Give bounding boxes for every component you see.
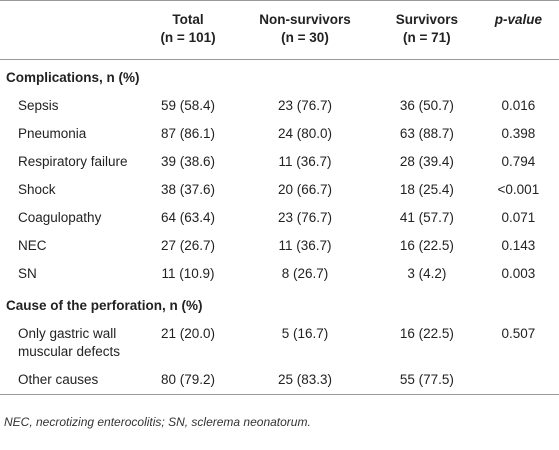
value-cell: 16 (22.5) bbox=[399, 326, 454, 341]
column-name: Non-survivors bbox=[259, 12, 351, 27]
section-row: Cause of the perforation, n (%) bbox=[0, 288, 559, 320]
column-n: (n = 30) bbox=[281, 30, 329, 45]
value-cell: 23 (76.7) bbox=[277, 210, 333, 225]
value-cell: 8 (26.7) bbox=[281, 266, 329, 281]
value-cell: 11 (10.9) bbox=[161, 266, 215, 281]
data-row: Sepsis 59 (58.4) 23 (76.7) 36 (50.7) 0.016 bbox=[0, 92, 559, 120]
data-row: Shock 38 (37.6) 20 (66.7) 18 (25.4) <0.001 bbox=[0, 176, 559, 204]
value-cell: 16 (22.5) bbox=[399, 238, 454, 253]
value-cell: 59 (58.4) bbox=[161, 98, 216, 113]
value-cell: 36 (50.7) bbox=[399, 98, 454, 113]
value-cell: 0.794 bbox=[501, 154, 536, 169]
data-row: Respiratory failure 39 (38.6) 11 (36.7) 28 … bbox=[0, 148, 559, 176]
column-n: (n = 101) bbox=[160, 30, 216, 45]
value-cell: 41 (57.7) bbox=[399, 210, 454, 225]
row-label: Respiratory failure bbox=[18, 154, 128, 169]
value-cell: 0.003 bbox=[501, 266, 536, 281]
value-cell: 39 (38.6) bbox=[161, 154, 216, 169]
value-cell: 27 (26.7) bbox=[161, 238, 216, 253]
row-label: SN bbox=[18, 266, 37, 281]
data-row: Other causes 80 (79.2) 25 (83.3) 55 (77.5) bbox=[0, 366, 559, 395]
value-cell: 87 (86.1) bbox=[161, 126, 216, 141]
row-label: Other causes bbox=[18, 372, 99, 387]
row-label: Coagulopathy bbox=[18, 210, 102, 225]
value-cell: 5 (16.7) bbox=[281, 326, 329, 341]
value-cell: 25 (83.3) bbox=[277, 372, 333, 387]
header-cell: Survivors (n = 71) bbox=[375, 0, 478, 60]
value-cell: 28 (39.4) bbox=[399, 154, 454, 169]
value-cell: 11 (36.7) bbox=[278, 154, 332, 169]
row-label: NEC bbox=[18, 238, 47, 253]
header-cell: p-value bbox=[477, 0, 559, 60]
column-name: Total bbox=[172, 12, 204, 27]
section-title: Cause of the perforation, n (%) bbox=[6, 298, 203, 313]
data-row: SN 11 (10.9) 8 (26.7) 3 (4.2) 0.003 bbox=[0, 260, 559, 288]
data-row: Pneumonia 87 (86.1) 24 (80.0) 63 (88.7) 0.39… bbox=[0, 120, 559, 148]
value-cell: 38 (37.6) bbox=[161, 182, 216, 197]
row-label: Shock bbox=[18, 182, 56, 197]
data-row: NEC 27 (26.7) 11 (36.7) 16 (22.5) 0.143 bbox=[0, 232, 559, 260]
data-table: Total (n = 101) Non-survivors (n = 30) Survi… bbox=[0, 0, 559, 395]
value-cell: 3 (4.2) bbox=[407, 266, 447, 281]
value-cell: 80 (79.2) bbox=[161, 372, 216, 387]
value-cell: <0.001 bbox=[497, 182, 540, 197]
section-title: Complications, n (%) bbox=[6, 70, 140, 85]
value-cell: 0.071 bbox=[501, 210, 536, 225]
footnote: NEC, necrotizing enterocolitis; SN, scle… bbox=[4, 415, 311, 429]
value-cell: 23 (76.7) bbox=[277, 98, 333, 113]
column-name: p-value bbox=[494, 12, 542, 27]
value-cell: 21 (20.0) bbox=[161, 326, 216, 341]
column-name: Survivors bbox=[395, 12, 458, 27]
data-row: Only gastric wall muscular defects 21 (20… bbox=[0, 320, 559, 366]
value-cell: 11 (36.7) bbox=[278, 238, 332, 253]
header-cell: Non-survivors (n = 30) bbox=[234, 0, 376, 60]
value-cell: 55 (77.5) bbox=[399, 372, 454, 387]
header-cell bbox=[0, 0, 142, 60]
value-cell: 20 (66.7) bbox=[277, 182, 333, 197]
data-row: Coagulopathy 64 (63.4) 23 (76.7) 41 (57.7) 0… bbox=[0, 204, 559, 232]
value-cell: 0.398 bbox=[501, 126, 536, 141]
value-cell: 63 (88.7) bbox=[399, 126, 454, 141]
value-cell: 18 (25.4) bbox=[399, 182, 454, 197]
value-cell: 0.143 bbox=[501, 238, 536, 253]
value-cell: 0.507 bbox=[501, 326, 536, 341]
row-label: Sepsis bbox=[18, 98, 59, 113]
header-cell: Total (n = 101) bbox=[142, 0, 235, 60]
value-cell: 0.016 bbox=[501, 98, 536, 113]
header-row: Total (n = 101) Non-survivors (n = 30) Survi… bbox=[0, 0, 559, 60]
value-cell: 64 (63.4) bbox=[161, 210, 216, 225]
row-label: Pneumonia bbox=[18, 126, 87, 141]
row-label: Only gastric wall muscular defects bbox=[18, 326, 121, 359]
column-n: (n = 71) bbox=[403, 30, 451, 45]
value-cell: 24 (80.0) bbox=[277, 126, 333, 141]
section-row: Complications, n (%) bbox=[0, 60, 559, 93]
